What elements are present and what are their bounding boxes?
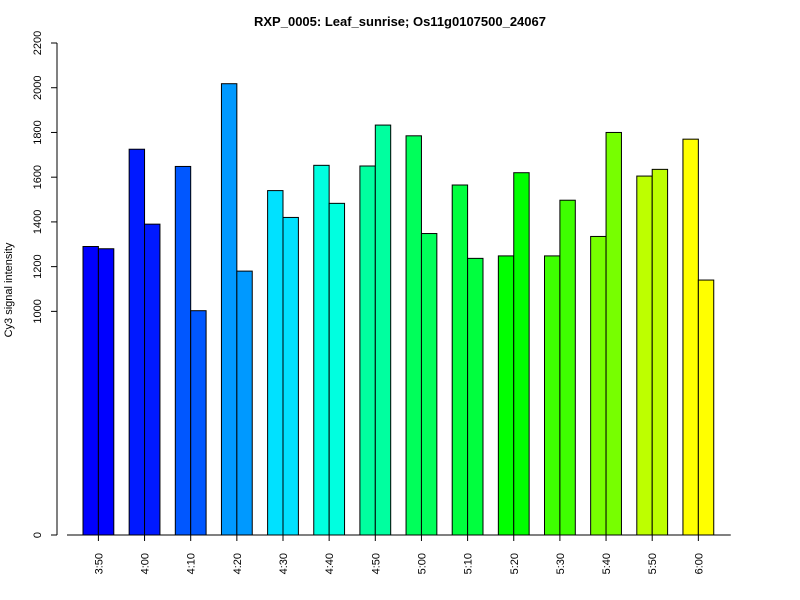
bar xyxy=(636,175,653,536)
x-tick-label: 5:20 xyxy=(509,553,521,574)
y-tick-label: 1600 xyxy=(32,165,44,189)
bar xyxy=(682,138,699,536)
bars-group xyxy=(82,83,715,536)
y-tick-label: 1800 xyxy=(32,120,44,144)
bar xyxy=(544,255,561,536)
bar xyxy=(174,165,192,536)
bar xyxy=(697,279,715,536)
bar xyxy=(559,199,576,536)
bar xyxy=(451,184,469,536)
x-axis: 3:50 4:00 4:10 4:20 4:30 4:40 4:50 5:00 5:10 5:20… xyxy=(67,534,731,574)
y-tick-label: 1200 xyxy=(32,254,44,278)
bar xyxy=(144,223,161,536)
bar xyxy=(590,235,607,536)
x-tick-label: 4:30 xyxy=(278,553,290,574)
x-tick-label: 4:10 xyxy=(186,553,198,574)
bar xyxy=(313,164,330,536)
y-tick-label: 2000 xyxy=(32,75,44,99)
x-tick-label: 6:00 xyxy=(693,553,705,574)
x-tick-label: 5:50 xyxy=(647,553,659,574)
x-tick-label: 3:50 xyxy=(93,553,105,574)
bar xyxy=(128,148,146,536)
bar xyxy=(282,216,299,536)
x-tick-label: 5:30 xyxy=(555,553,567,574)
bar xyxy=(220,83,238,536)
chart-title: RXP_0005: Leaf_sunrise; Os11g0107500_240… xyxy=(254,14,546,29)
x-tick-label: 4:40 xyxy=(324,553,336,574)
y-axis-label: Cy3 signal intensity xyxy=(3,242,15,337)
bar xyxy=(236,270,253,536)
x-tick-label: 4:00 xyxy=(140,553,152,574)
bar xyxy=(82,246,99,536)
bar xyxy=(420,233,438,536)
bar xyxy=(190,310,207,536)
bar xyxy=(328,202,346,536)
bar xyxy=(97,248,115,536)
y-tick-label: 1400 xyxy=(32,210,44,234)
x-tick-label: 5:40 xyxy=(601,553,613,574)
y-tick-label: 2200 xyxy=(32,31,44,55)
bar xyxy=(467,257,484,536)
x-tick-label: 4:50 xyxy=(370,553,382,574)
x-tick-label: 5:00 xyxy=(416,553,428,574)
bar xyxy=(374,124,392,536)
bar xyxy=(267,190,284,536)
bar xyxy=(497,255,515,536)
bar xyxy=(605,131,622,536)
x-tick-label: 5:10 xyxy=(463,553,475,574)
x-tick-label: 4:20 xyxy=(232,553,244,574)
y-axis: 0 1000 1200 1400 1600 1800 2000 2200 xyxy=(32,31,58,538)
bar xyxy=(405,135,422,536)
bar xyxy=(651,168,669,536)
y-tick-label: 0 xyxy=(32,532,44,538)
bar xyxy=(359,165,376,536)
y-tick-label: 1000 xyxy=(32,299,44,323)
bar xyxy=(513,172,530,536)
